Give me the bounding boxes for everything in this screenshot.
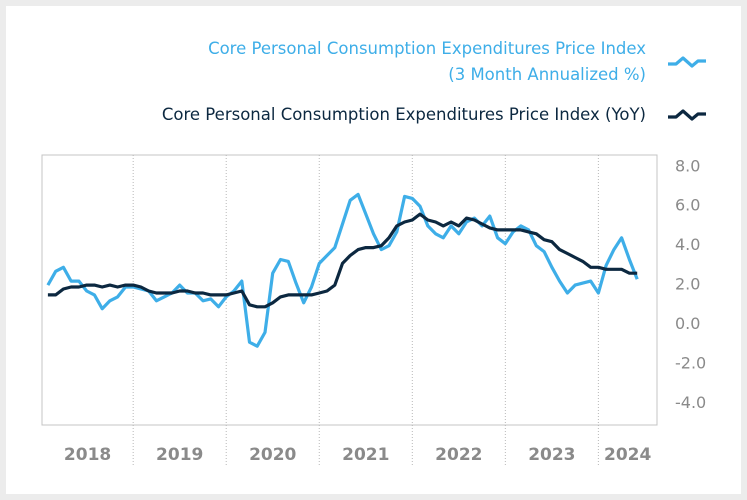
legend-icon	[668, 56, 706, 68]
x-tick-label: 2021	[342, 445, 389, 465]
x-tick-label: 2018	[64, 445, 111, 465]
y-tick-label: -4.0	[675, 393, 706, 412]
y-tick-label: 4.0	[675, 235, 700, 254]
x-tick-label: 2022	[435, 445, 482, 465]
x-tick-label: 2019	[156, 445, 203, 465]
legend-icon	[668, 109, 706, 121]
y-tick-label: -2.0	[675, 353, 706, 372]
series-line	[47, 212, 638, 309]
x-tick-label: 2024	[604, 445, 651, 465]
y-tick-label: 2.0	[675, 275, 700, 294]
x-tick-label: 2020	[249, 445, 296, 465]
y-tick-label: 0.0	[675, 314, 700, 333]
y-tick-label: 6.0	[675, 196, 700, 215]
legend-label: Core Personal Consumption Expenditures P…	[208, 39, 646, 84]
frame: 8.0 6.0 4.0 2.0 0.0 -2.0 -4.0 2018 2019 2020 2021 2…	[6, 6, 741, 494]
series-line	[46, 192, 639, 348]
legend-label: Core Personal Consumption Expenditures P…	[161, 105, 646, 124]
plot-border	[41, 154, 658, 426]
y-tick-label: 8.0	[675, 156, 700, 175]
x-tick-label: 2023	[528, 445, 575, 465]
chart: 8.0 6.0 4.0 2.0 0.0 -2.0 -4.0 2018 2019 2020 2021 2…	[41, 56, 706, 465]
